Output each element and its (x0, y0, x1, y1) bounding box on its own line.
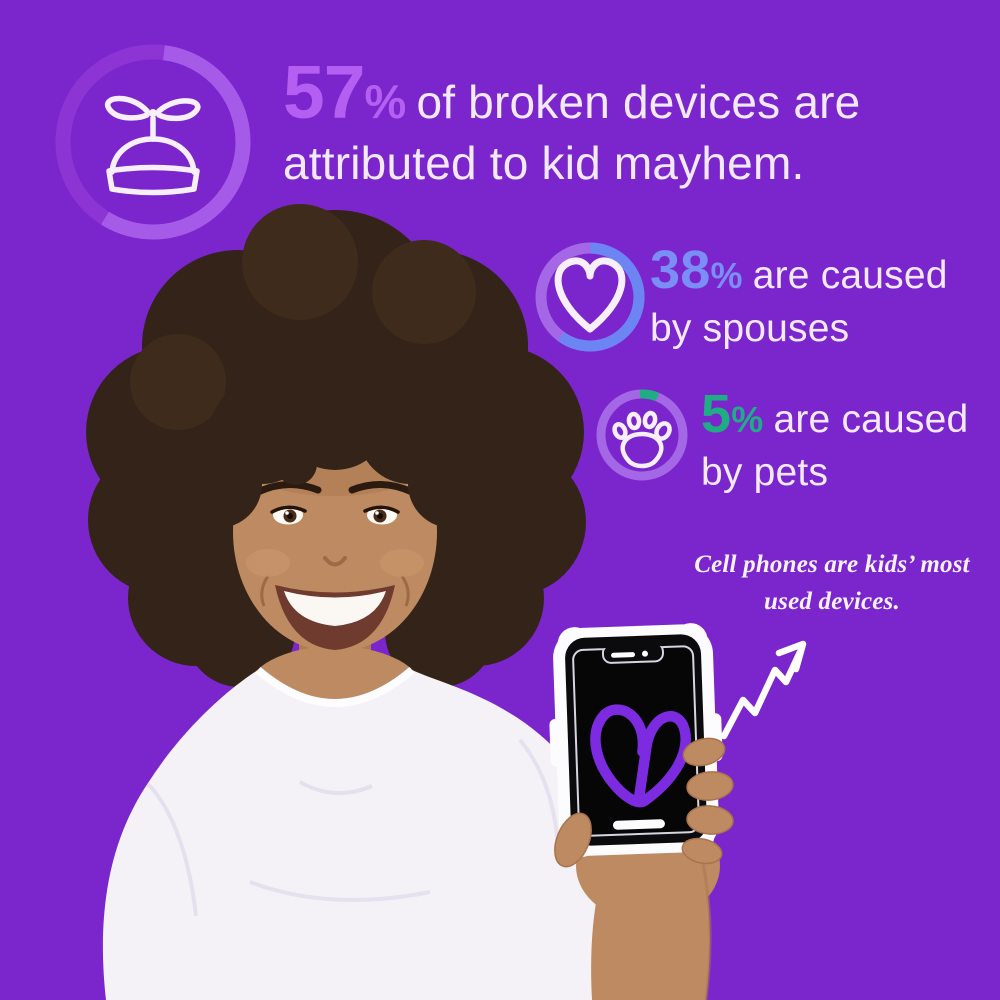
tshirt-collar (255, 666, 415, 707)
camera-dot (641, 650, 648, 657)
paw-icon (612, 410, 672, 469)
eyebrows (254, 481, 416, 496)
speaker-slit (611, 652, 636, 658)
forearm (591, 840, 710, 1000)
stat-value: 57 (283, 50, 365, 134)
eyes (270, 505, 400, 525)
stat-value: 5 (701, 384, 732, 444)
pets-stat-ring (596, 389, 688, 481)
kid-mayhem-stat-ring (55, 44, 251, 240)
home-indicator (612, 819, 665, 830)
forearm-shadow (701, 861, 712, 1000)
cheeks (246, 549, 424, 577)
handwritten-annotation: Cell phones are kids’ most used devices. (694, 551, 970, 615)
stat-label: are caused by pets (701, 398, 969, 494)
hand-fingers (554, 737, 734, 868)
heart-icon (554, 257, 626, 333)
stat-kid-mayhem-text: 57% of broken devices are attributed to k… (283, 55, 935, 194)
tshirt-wrinkles (146, 738, 560, 917)
curly-hair-back (86, 204, 586, 687)
white-tshirt (102, 670, 649, 1000)
stat-label: of broken devices are attributed to kid … (283, 76, 861, 189)
notch-seam (600, 636, 665, 649)
stat-label: are caused by spouses (650, 254, 948, 350)
curly-hair-fringe (174, 358, 496, 528)
stat-pets-text: 5% are caused by pets (701, 387, 1000, 499)
percent-sign: % (364, 75, 407, 128)
smile (260, 575, 410, 650)
nose (323, 556, 347, 567)
propeller-beanie-icon (105, 95, 201, 196)
zigzag-growth-arrow-icon (720, 640, 807, 740)
percent-sign: % (710, 255, 743, 296)
girl-photo (86, 204, 720, 1000)
spouses-stat-ring (535, 242, 645, 352)
percent-sign: % (731, 399, 764, 440)
stat-spouses-text: 38% are caused by spouses (650, 243, 984, 355)
purple-heart-doodle (590, 704, 691, 808)
stat-value: 38 (650, 240, 711, 300)
phone (549, 623, 723, 857)
